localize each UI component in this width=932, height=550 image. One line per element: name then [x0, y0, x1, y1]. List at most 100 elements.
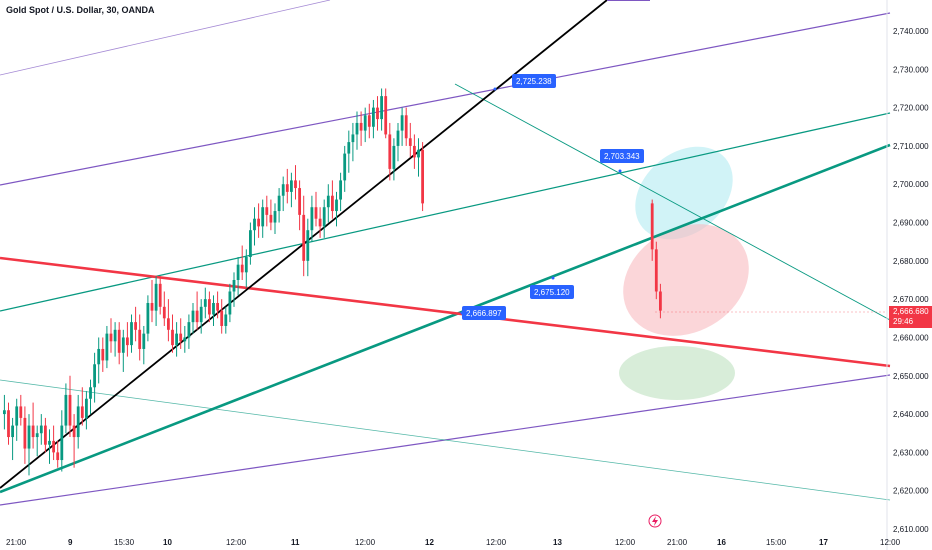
- candle-body: [80, 406, 84, 418]
- callout-low-box: [530, 285, 574, 299]
- candle-body: [203, 299, 207, 307]
- ellipse-target-green: [619, 346, 735, 400]
- candle-body: [212, 302, 215, 315]
- candle-body: [146, 302, 150, 334]
- candle-body: [331, 195, 334, 212]
- x-tick-label: 15:30: [114, 538, 135, 547]
- candle-body: [39, 425, 43, 434]
- candle-body: [269, 214, 273, 223]
- x-tick-label: 21:00: [6, 538, 27, 547]
- candle-body: [220, 310, 224, 326]
- candle-body: [130, 322, 133, 346]
- candle-body: [359, 122, 363, 131]
- candle-body: [3, 410, 6, 415]
- current-price-tag: 2,666.680 29:46: [889, 306, 932, 328]
- x-tick-label: 17: [819, 538, 828, 547]
- candle-body: [162, 306, 166, 319]
- candle-body: [335, 199, 338, 212]
- ellipse-target-red: [623, 224, 749, 336]
- candle-body: [339, 180, 342, 200]
- candle-body: [310, 207, 314, 231]
- candle-body: [27, 425, 31, 449]
- candle-body: [64, 394, 68, 426]
- chart-title: Gold Spot / U.S. Dollar, 30, OANDA: [6, 5, 155, 15]
- candle-body: [285, 184, 289, 192]
- candle-body: [208, 299, 211, 315]
- y-tick-label: 2,680.000: [893, 257, 929, 266]
- candle-body: [355, 122, 359, 135]
- y-axis[interactable]: 2,740.000 2,730.000 2,720.000 2,710.000 2,70…: [893, 27, 929, 534]
- teal-thin-descending: [0, 379, 891, 501]
- candle-body: [322, 207, 326, 227]
- candle-body: [367, 115, 371, 127]
- candle-body: [388, 134, 392, 169]
- candle-body: [97, 348, 101, 365]
- y-tick-label: 2,610.000: [893, 525, 929, 534]
- candle-body: [232, 280, 236, 292]
- candle-body: [126, 337, 129, 346]
- purple-channel-top-thin: [0, 0, 331, 76]
- x-tick-label: 12: [425, 538, 434, 547]
- candle-body: [60, 425, 64, 461]
- x-tick-label: 11: [291, 538, 300, 547]
- x-tick-label: 13: [553, 538, 562, 547]
- candle-body: [392, 145, 396, 169]
- lightning-icon[interactable]: [648, 514, 662, 528]
- candle-body: [35, 433, 39, 438]
- candle-body: [93, 364, 96, 388]
- candle-body: [48, 440, 51, 445]
- candle-body: [52, 440, 55, 453]
- candle-body: [31, 425, 35, 438]
- x-tick-label: 16: [717, 538, 726, 547]
- candle-body: [318, 218, 322, 227]
- callout-anchor-dot: [551, 276, 555, 280]
- candle-body: [253, 218, 256, 231]
- teal-thick-support: [0, 143, 891, 494]
- candle-body: [85, 398, 88, 418]
- candle-body: [261, 207, 265, 227]
- y-tick-label: 2,650.000: [893, 372, 929, 381]
- candle-body: [363, 115, 367, 131]
- candle-body: [68, 394, 72, 426]
- y-tick-label: 2,710.000: [893, 142, 929, 151]
- callout-red-cross-box: [462, 306, 506, 320]
- candle-body: [23, 417, 27, 449]
- x-tick-label: 9: [68, 538, 73, 547]
- candle-body: [15, 406, 19, 426]
- candle-body: [257, 218, 260, 227]
- purple-channel-upper: [0, 12, 891, 186]
- candle-body: [298, 188, 301, 215]
- candle-body: [175, 333, 178, 346]
- candle-body: [417, 149, 420, 158]
- candle-body: [187, 322, 191, 338]
- candle-body: [404, 115, 408, 139]
- candle-body: [224, 314, 228, 326]
- callout-anchor-dot: [618, 169, 622, 173]
- candle-body: [7, 410, 10, 438]
- candle-body: [273, 211, 277, 223]
- candle-body: [134, 322, 137, 330]
- y-tick-label: 2,670.000: [893, 295, 929, 304]
- candle-body: [72, 425, 76, 438]
- candle-body: [121, 337, 125, 353]
- x-tick-label: 12:00: [615, 538, 636, 547]
- candle-body: [56, 452, 60, 461]
- x-tick-label: 21:00: [667, 538, 688, 547]
- y-tick-label: 2,660.000: [893, 333, 929, 342]
- candle-body: [158, 283, 162, 307]
- candle-body: [89, 387, 92, 399]
- candle-body: [659, 291, 662, 311]
- candle-body: [654, 249, 658, 292]
- y-tick-label: 2,640.000: [893, 410, 929, 419]
- candle-body: [343, 153, 347, 181]
- candle-body: [326, 195, 330, 208]
- candle-body: [413, 145, 416, 158]
- candle-body: [138, 329, 142, 349]
- candle-body: [183, 337, 187, 342]
- candle-body: [384, 96, 388, 135]
- candle-body: [109, 333, 113, 342]
- x-axis[interactable]: 21:00 9 15:30 10 12:00 11 12:00 12 12:00 13 12:00 2…: [6, 538, 901, 547]
- candle-body: [195, 310, 199, 323]
